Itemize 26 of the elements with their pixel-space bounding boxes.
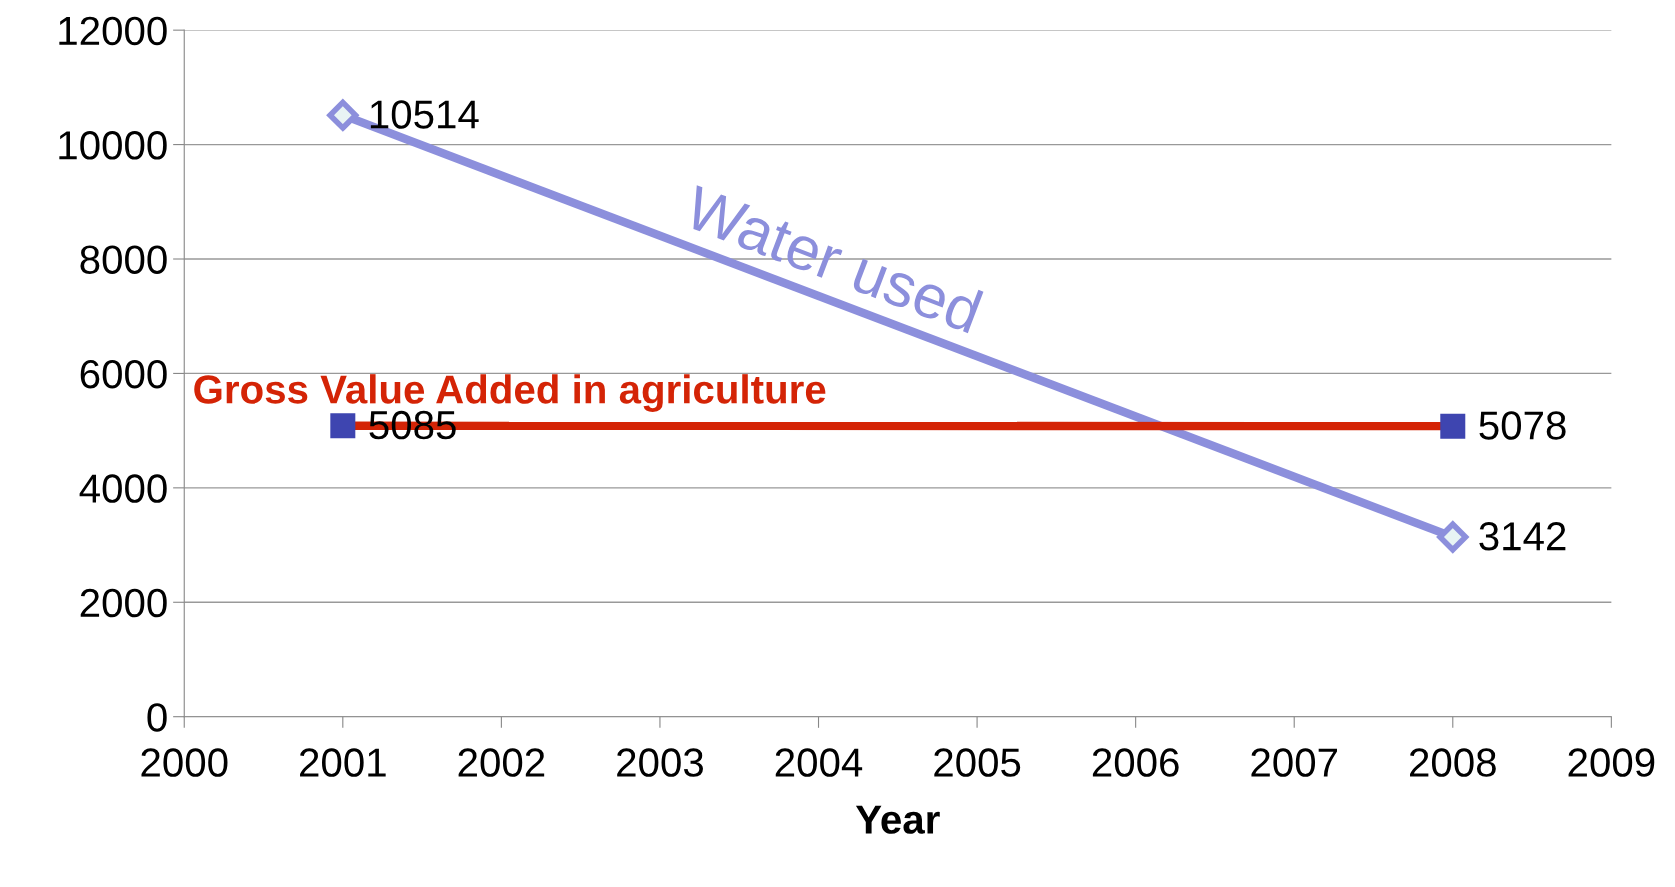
x-tick-label: 2007 [1251, 748, 1337, 777]
data-label: 10514 [370, 100, 479, 129]
data-label: 5078 [1479, 411, 1566, 440]
y-tick-label: 8000 [80, 245, 167, 274]
text: Water used [681, 183, 984, 334]
x-tick-label: 2005 [934, 748, 1021, 777]
x-tick-label: 2004 [775, 748, 863, 777]
y-tick-label: 12000 [59, 16, 167, 46]
x-tick-label: 2006 [1092, 748, 1179, 777]
x-tick-label: 2001 [300, 748, 386, 777]
point [1437, 521, 1469, 553]
x-tick-label: 2003 [617, 748, 703, 777]
y-tick-label: 6000 [80, 359, 167, 389]
y-tick-label: 10000 [59, 131, 167, 160]
x-axis-title: Year [855, 805, 940, 834]
data-label: 3142 [1479, 522, 1566, 551]
y-tick-label: 4000 [79, 474, 167, 503]
x-tick-label: 2009 [1568, 748, 1655, 777]
point [327, 99, 359, 131]
point [330, 413, 356, 439]
point [1440, 413, 1466, 439]
y-tick-label: 0 [147, 703, 167, 732]
x-tick-label: 2008 [1410, 748, 1496, 777]
x-tick-label: 2002 [458, 748, 545, 777]
x-tick-label: 2000 [141, 748, 228, 777]
y-tick-label: 2000 [80, 588, 167, 618]
